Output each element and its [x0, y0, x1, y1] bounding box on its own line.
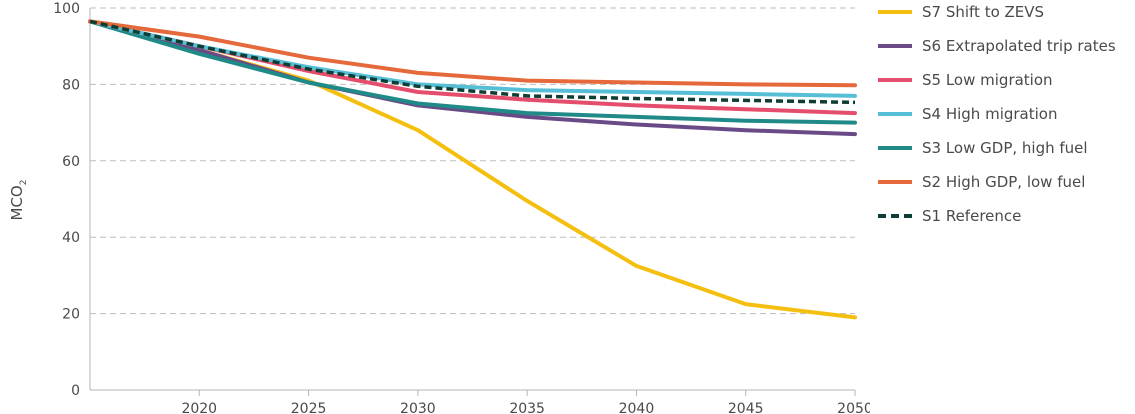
- series-line-s5: [88, 19, 857, 116]
- y-tick-label: 0: [71, 383, 80, 399]
- legend-swatch: [878, 146, 912, 150]
- series-line-s3: [88, 19, 857, 125]
- series-line-s1: [89, 19, 856, 105]
- legend-swatch: [878, 214, 912, 218]
- y-tick-label: 40: [62, 230, 80, 246]
- y-tick-label: 60: [62, 154, 80, 170]
- y-axis-label-main: MCO: [8, 185, 26, 220]
- legend-swatch: [878, 44, 912, 48]
- x-tick-label: 2050: [837, 401, 870, 414]
- legend-swatch: [878, 180, 912, 184]
- legend-swatch: [878, 10, 912, 14]
- series-line-s7: [88, 19, 857, 320]
- legend-item: S3 Low GDP, high fuel: [878, 138, 1088, 158]
- x-tick-label: 2025: [291, 401, 327, 414]
- legend-item: S7 Shift to ZEVS: [878, 2, 1044, 22]
- legend-label: S1 Reference: [922, 207, 1022, 225]
- x-tick-label: 2030: [400, 401, 436, 414]
- x-tick-label: 2045: [728, 401, 764, 414]
- y-tick-label: 20: [62, 307, 80, 323]
- legend-item: S4 High migration: [878, 104, 1057, 124]
- y-axis-label: MCO2: [8, 180, 29, 221]
- legend-label: S2 High GDP, low fuel: [922, 173, 1086, 191]
- legend-item: S1 Reference: [878, 206, 1021, 226]
- series-line-s6: [88, 19, 857, 137]
- series-line-s4: [88, 19, 857, 98]
- legend-item: S6 Extrapolated trip rates: [878, 36, 1116, 56]
- y-tick-label: 80: [62, 77, 80, 93]
- legend-item: S2 High GDP, low fuel: [878, 172, 1085, 192]
- y-tick-label: 100: [53, 1, 80, 17]
- x-tick-label: 2040: [619, 401, 655, 414]
- series-lines: [88, 19, 857, 320]
- legend-swatch: [878, 78, 912, 82]
- x-tick-label: 2020: [181, 401, 217, 414]
- legend-label: S5 Low migration: [922, 71, 1053, 89]
- grid-lines: [90, 7, 855, 315]
- legend-label: S4 High migration: [922, 105, 1058, 123]
- y-tick-labels: 0 20 40 60 80 100: [53, 1, 80, 399]
- x-tick-labels: 2020 2025 2030 2035 2040 2045 2050: [181, 390, 870, 414]
- y-axis-label-subscript: 2: [19, 180, 29, 186]
- series-line-s2: [88, 19, 857, 88]
- x-tick-label: 2035: [509, 401, 545, 414]
- legend-label: S7 Shift to ZEVS: [922, 3, 1045, 21]
- legend-label: S3 Low GDP, high fuel: [922, 139, 1088, 157]
- legend-swatch: [878, 112, 912, 116]
- legend-label: S6 Extrapolated trip rates: [922, 37, 1116, 55]
- legend-item: S5 Low migration: [878, 70, 1053, 90]
